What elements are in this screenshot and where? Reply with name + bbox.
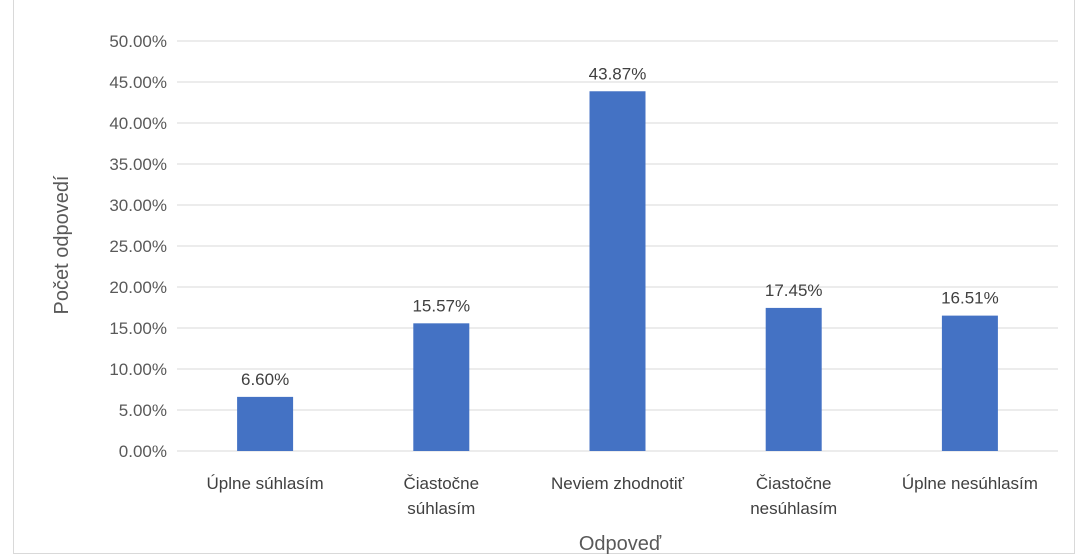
category-label: Čiastočne xyxy=(403,474,479,493)
bars xyxy=(237,91,998,452)
chart-frame xyxy=(13,0,1075,554)
y-tick-labels: 0.00% 5.00% 10.00% 15.00% 20.00% 25.00% 30.00%… xyxy=(109,32,167,461)
y-tick-label: 45.00% xyxy=(109,73,167,92)
data-label: 17.45% xyxy=(765,281,823,300)
data-label: 43.87% xyxy=(589,64,647,83)
y-tick-label: 25.00% xyxy=(109,237,167,256)
y-tick-label: 5.00% xyxy=(119,401,167,420)
category-label: Úplne nesúhlasím xyxy=(902,474,1038,493)
data-label: 6.60% xyxy=(241,370,289,389)
data-labels: 6.60% 15.57% 43.87% 17.45% 16.51% xyxy=(241,64,999,389)
y-tick-label: 50.00% xyxy=(109,32,167,51)
category-label: nesúhlasím xyxy=(750,499,837,518)
category-label: Neviem zhodnotiť xyxy=(551,474,685,493)
bar xyxy=(237,396,294,451)
y-tick-label: 35.00% xyxy=(109,155,167,174)
y-tick-label: 10.00% xyxy=(109,360,167,379)
category-label: Úplne súhlasím xyxy=(207,474,324,493)
bar xyxy=(765,307,822,451)
x-axis-title: Odpoveď xyxy=(579,533,662,555)
bar xyxy=(413,323,470,451)
data-label: 16.51% xyxy=(941,289,999,308)
y-tick-label: 30.00% xyxy=(109,196,167,215)
y-tick-label: 20.00% xyxy=(109,278,167,297)
bar xyxy=(941,315,998,451)
category-label: Čiastočne xyxy=(756,474,832,493)
category-labels: Úplne súhlasím Čiastočne súhlasím Neviem zh… xyxy=(207,474,1038,518)
data-label: 15.57% xyxy=(412,296,470,315)
y-tick-label: 15.00% xyxy=(109,319,167,338)
y-tick-label: 40.00% xyxy=(109,114,167,133)
y-axis-title: Počet odpovedí xyxy=(51,175,73,314)
category-label: súhlasím xyxy=(407,499,475,518)
bar xyxy=(589,91,646,452)
y-tick-label: 0.00% xyxy=(119,442,167,461)
